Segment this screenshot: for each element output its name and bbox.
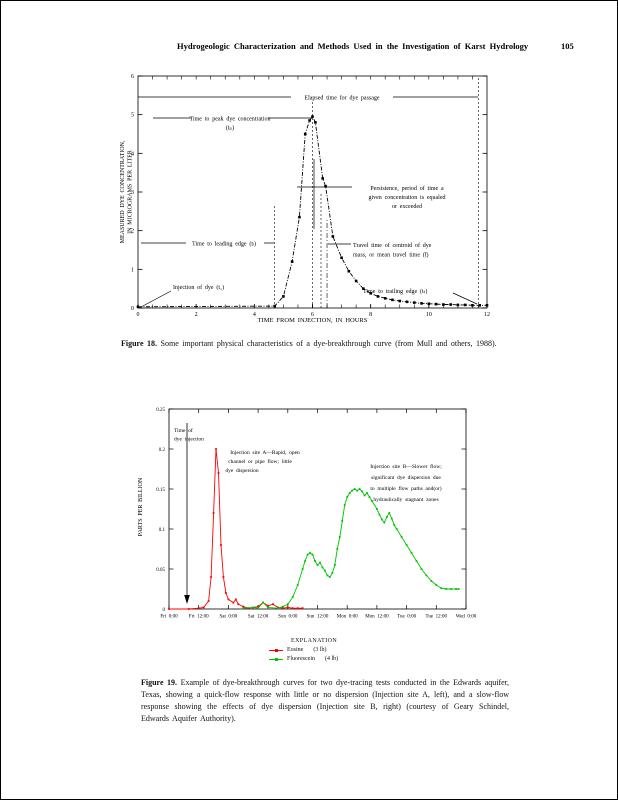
figure19-caption-text: Example of dye-breakthrough curves for t…	[141, 678, 510, 723]
svg-text:Sun 12:00: Sun 12:00	[307, 615, 329, 620]
fig18-annotation-peak-line2: (tₚ)	[226, 125, 234, 132]
legend-amount-eosine: (3 lb)	[313, 647, 327, 653]
svg-text:Sat 12:00: Sat 12:00	[248, 615, 269, 620]
svg-text:0: 0	[163, 608, 166, 613]
legend-label-fluorescein: Fluorescein	[287, 656, 315, 662]
svg-text:2: 2	[131, 229, 134, 235]
svg-text:4: 4	[131, 151, 134, 157]
legend-item-eosine: Eosine (3 lb)	[269, 647, 338, 653]
page-header: Hydrogeologic Characterization and Metho…	[1, 41, 617, 53]
legend-label-eosine: Eosine	[287, 647, 304, 653]
figure19-dye-tracing-chart: Fri 0:00 Fri 12:00 Sat 0:00 Sat 12:00 Sun 0:…	[138, 408, 477, 620]
fig18-annotation-elapsed-time: Elapsed time for dye passage	[304, 95, 380, 102]
svg-text:Mon 0:00: Mon 0:00	[337, 615, 358, 620]
fig19-annotation-site-b-line1: Injection site B—Slower flow;	[370, 463, 442, 470]
svg-text:6: 6	[131, 74, 134, 80]
legend-item-fluorescein: Fluorescein (4 lb)	[269, 656, 338, 662]
fig19-annotation-site-b-line2: significant dye dispersion due	[371, 474, 441, 481]
fig19-annotation-site-b-line3: to multiple flow paths and(or)	[370, 485, 441, 492]
fig19-y-axis-label: PARTS PER BILLION	[138, 477, 144, 536]
svg-text:6: 6	[311, 312, 314, 318]
fig19-annotation-site-b-line4: hydraulically stagnant zones	[373, 497, 438, 503]
figure19-plot-area: Fri 0:00 Fri 12:00 Sat 0:00 Sat 12:00 Sun 0:…	[156, 408, 476, 620]
svg-text:8: 8	[369, 312, 372, 318]
fig18-annotation-persistence-line3: or exceeded	[392, 204, 422, 210]
svg-text:5: 5	[131, 113, 134, 119]
fig18-annotation-centroid-line1: Travel time of centroid of dye	[353, 242, 432, 249]
svg-text:3: 3	[131, 190, 134, 196]
figure19-caption-label: Figure 19.	[141, 678, 178, 687]
svg-text:Mon 12:00: Mon 12:00	[365, 615, 389, 620]
svg-text:0.05: 0.05	[156, 568, 165, 573]
fig18-annotation-peak-line1: Time to peak dye concentration	[190, 117, 271, 123]
svg-text:1: 1	[131, 267, 134, 273]
label-mask	[186, 238, 264, 248]
svg-text:0.1: 0.1	[159, 528, 166, 533]
fig19-annotation-site-a-line3: dye dispersion	[225, 468, 258, 474]
svg-text:Tue 0:00: Tue 0:00	[397, 615, 417, 620]
fig18-annotation-persistence-line2: given concentration is equaled	[368, 195, 445, 201]
legend-amount-fluorescein: (4 lb)	[325, 656, 339, 662]
fig18-annotation-leading-edge: Time to leading edge (tₗ)	[192, 241, 256, 248]
figure18-caption: Figure 18. Some important physical chara…	[121, 338, 513, 350]
fig18-x-axis-label: TIME FROM INJECTION, IN HOURS	[258, 317, 368, 324]
fig19-annotation-site-a-line2: channel or pipe flow; little	[228, 458, 292, 465]
fig18-annotation-persistence-line1: Persistence, period of time a	[370, 185, 444, 192]
svg-text:0.25: 0.25	[156, 408, 165, 413]
fig18-annotation-trailing-edge: Time to trailing edge (tₜ)	[363, 288, 427, 295]
fig18-y-axis-label-line1: MEASURED DYE CONCENTRATION,	[120, 140, 126, 243]
figure18-caption-text: Some important physical characteristics …	[160, 339, 497, 348]
svg-text:Wed 0:00: Wed 0:00	[456, 615, 477, 620]
figure19-legend: EXPLANATION Eosine (3 lb) Fluorescein (4…	[269, 638, 338, 662]
svg-text:0.2: 0.2	[159, 448, 166, 453]
svg-text:Tue 12:00: Tue 12:00	[426, 615, 448, 620]
fig18-y-axis-label-line2: IN MICROGRAMS PER LITER	[128, 150, 134, 234]
page-number: 105	[561, 41, 574, 51]
svg-text:Fri 0:00: Fri 0:00	[160, 615, 178, 620]
fig19-annotation-site-a-line1: Injection site A—Rapid, open	[230, 450, 300, 456]
svg-text:2: 2	[195, 312, 198, 318]
svg-text:Fri 12:00: Fri 12:00	[189, 615, 209, 620]
svg-text:0.15: 0.15	[156, 488, 165, 493]
fluorescein-line-swatch	[269, 657, 283, 662]
svg-text:10: 10	[426, 312, 432, 318]
svg-text:Sun 0:00: Sun 0:00	[278, 615, 298, 620]
running-head-title: Hydrogeologic Characterization and Metho…	[177, 41, 529, 51]
svg-text:Sat 0:00: Sat 0:00	[219, 615, 237, 620]
figure19-caption: Figure 19. Example of dye-breakthrough c…	[141, 677, 509, 725]
svg-text:0: 0	[131, 306, 134, 312]
fig18-annotation-injection: Injection of dye (t₁)	[173, 284, 224, 291]
figure18-caption-label: Figure 18.	[121, 339, 158, 348]
svg-text:4: 4	[253, 312, 256, 318]
eosine-line-swatch	[269, 648, 283, 653]
svg-text:12: 12	[484, 312, 490, 318]
fig19-annotation-injection-line2: dye injection	[174, 437, 204, 443]
svg-text:0: 0	[137, 312, 140, 318]
fig18-annotation-centroid-line2: mass, or mean travel time (t̄)	[353, 252, 428, 259]
fig19-annotation-injection-line1: Time of	[174, 427, 193, 434]
legend-title: EXPLANATION	[291, 638, 338, 644]
